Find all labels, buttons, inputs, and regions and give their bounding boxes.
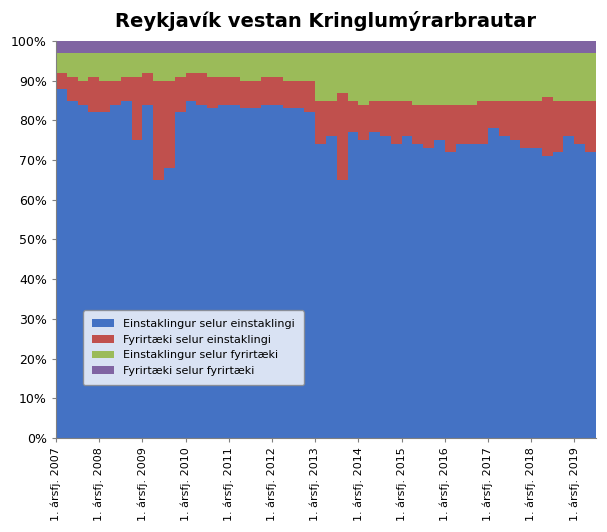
Legend: Einstaklingur selur einstaklingi, Fyrirtæki selur einstaklingi, Einstaklingur se: Einstaklingur selur einstaklingi, Fyrirt… [83, 310, 304, 385]
Title: Reykjavík vestan Kringlumýrarbrautar: Reykjavík vestan Kringlumýrarbrautar [115, 11, 537, 31]
